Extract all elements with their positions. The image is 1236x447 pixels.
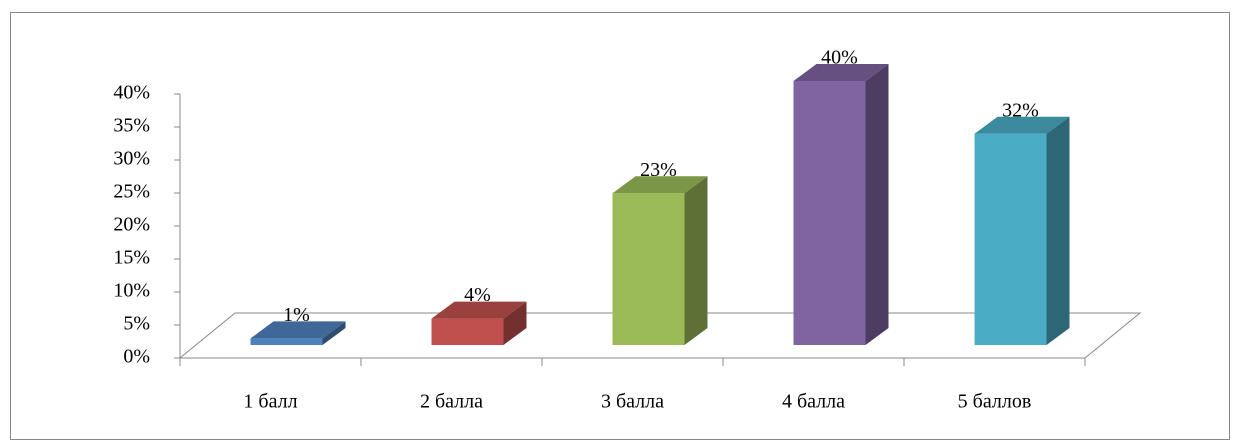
floor	[178, 312, 1142, 359]
bar-top	[431, 301, 527, 319]
y-tick-label: 15%	[113, 247, 150, 269]
bar-top	[793, 64, 889, 81]
value-label: 1%	[283, 304, 310, 326]
value-label: 4%	[464, 284, 491, 306]
bar-top	[612, 176, 708, 194]
bar	[250, 321, 346, 345]
bar-top	[250, 321, 346, 339]
value-label: 40%	[821, 47, 858, 69]
bar	[974, 116, 1070, 345]
bar-front	[793, 81, 866, 345]
bar	[612, 176, 708, 345]
bar-side	[322, 321, 346, 345]
x-tick-label: 5 баллов	[958, 391, 1032, 413]
bar-side	[1046, 116, 1070, 345]
y-tick-label: 0%	[123, 346, 150, 368]
y-tick-label: 25%	[113, 181, 150, 203]
x-tick-label: 3 балла	[601, 391, 664, 413]
value-label: 23%	[640, 159, 677, 181]
bar	[793, 64, 889, 345]
bar-front	[974, 133, 1047, 345]
bar-side	[684, 176, 708, 345]
bar-side	[503, 301, 527, 345]
y-tick-label: 20%	[113, 214, 150, 236]
x-tick-label: 1 балл	[243, 391, 297, 413]
y-tick-label: 5%	[123, 313, 150, 335]
x-tick-label: 2 балла	[420, 391, 483, 413]
y-tick-label: 10%	[113, 280, 150, 302]
bar	[431, 301, 527, 345]
value-label: 32%	[1002, 99, 1039, 121]
x-tick-label: 4 балла	[782, 391, 845, 413]
y-tick-label: 30%	[113, 148, 150, 170]
bar-top	[974, 116, 1070, 134]
bar-front	[250, 338, 323, 345]
bar-side	[865, 64, 889, 345]
chart-frame	[10, 12, 1230, 440]
y-tick-label: 40%	[113, 82, 150, 104]
bar-front	[431, 318, 504, 345]
y-tick-label: 35%	[113, 115, 150, 137]
bar-front	[612, 193, 685, 345]
